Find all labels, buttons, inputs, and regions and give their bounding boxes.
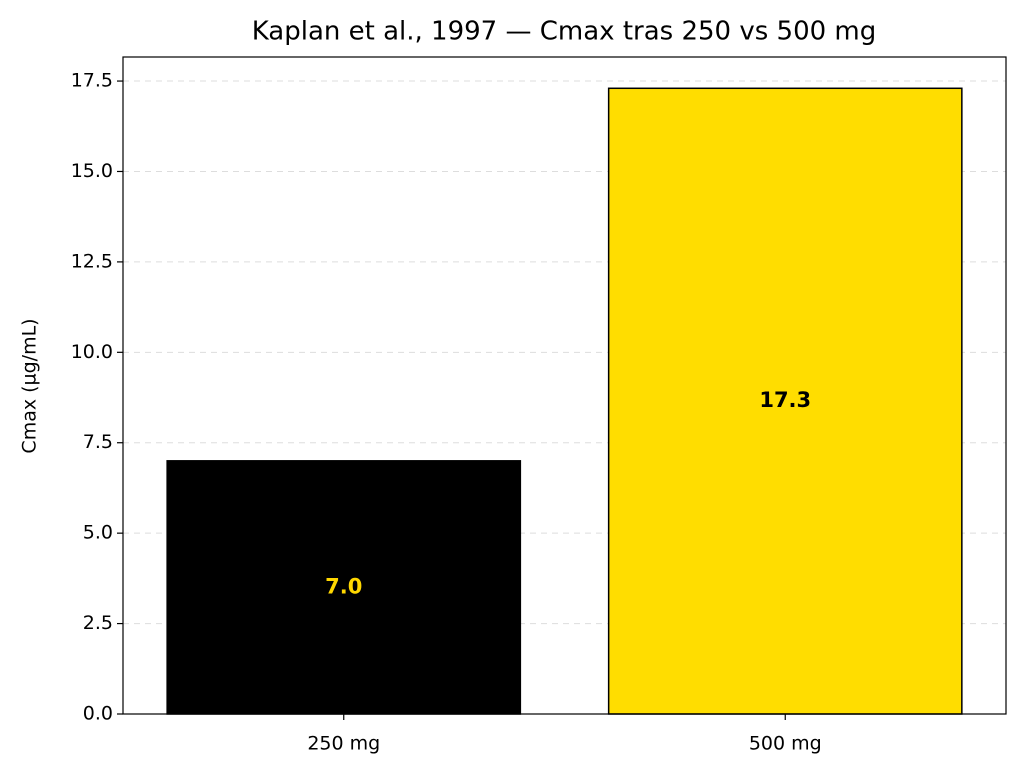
plot-frame: [122, 56, 1007, 715]
x-tick-label: 500 mg: [749, 733, 822, 755]
y-tick-label: 7.5: [83, 431, 113, 453]
y-axis-label: Cmax (µg/mL): [19, 318, 41, 453]
y-tick-label: 12.5: [71, 250, 113, 272]
y-tick-label: 0.0: [83, 703, 113, 725]
value-label: 7.0: [325, 574, 362, 598]
y-tick-label: 5.0: [83, 522, 113, 544]
y-tick-label: 17.5: [71, 70, 113, 92]
value-label: 17.3: [759, 388, 811, 412]
x-tick-label: 250 mg: [307, 733, 380, 755]
bar: [166, 460, 522, 715]
y-tick-label: 15.0: [71, 160, 113, 182]
chart-title: Kaplan et al., 1997 — Cmax tras 250 vs 5…: [252, 17, 877, 47]
y-tick-label: 10.0: [71, 341, 113, 363]
y-tick-label: 2.5: [83, 612, 113, 634]
